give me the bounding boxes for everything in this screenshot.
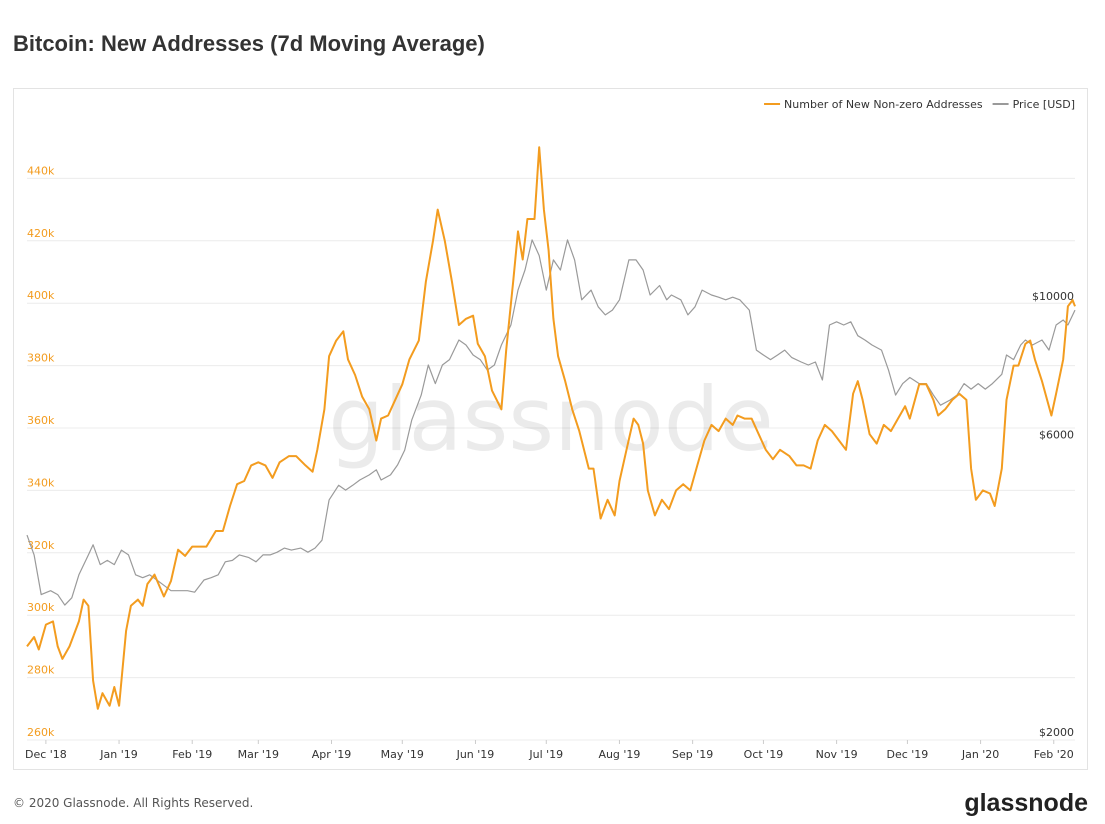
legend-label: Number of New Non-zero Addresses [784, 98, 983, 111]
x-tick-label: Dec '18 [25, 748, 67, 761]
x-tick-label: Feb '20 [1034, 748, 1074, 761]
x-tick-label: Dec '19 [887, 748, 929, 761]
x-tick-label: Jun '19 [456, 748, 495, 761]
chart-title: Bitcoin: New Addresses (7d Moving Averag… [13, 31, 485, 56]
x-tick-label: Nov '19 [816, 748, 858, 761]
y2-tick-label: $10000 [1032, 290, 1074, 303]
series-line [26, 239, 1076, 606]
y-tick-label: 400k [27, 289, 55, 302]
legend-label: Price [USD] [1013, 98, 1075, 111]
x-tick-label: Jan '20 [961, 748, 999, 761]
y-tick-label: 320k [27, 539, 55, 552]
y-tick-label: 420k [27, 227, 55, 240]
y-tick-label: 280k [27, 664, 55, 677]
x-tick-label: May '19 [381, 748, 424, 761]
chart-frame [13, 88, 1088, 770]
x-tick-label: Mar '19 [238, 748, 279, 761]
logo: glassnode [964, 789, 1088, 817]
x-tick-label: Jul '19 [528, 748, 563, 761]
y-tick-label: 360k [27, 414, 55, 427]
y-tick-label: 340k [27, 476, 55, 489]
series-line [26, 146, 1076, 710]
footer: © 2020 Glassnode. All Rights Reserved. [13, 796, 253, 810]
y2-tick-label: $2000 [1039, 726, 1074, 739]
y-tick-label: 380k [27, 352, 55, 365]
y-tick-label: 260k [27, 726, 55, 739]
x-tick-label: Sep '19 [672, 748, 713, 761]
y-tick-label: 440k [27, 164, 55, 177]
x-tick-label: Oct '19 [744, 748, 784, 761]
y2-tick-label: $6000 [1039, 428, 1074, 441]
watermark: glassnode [328, 368, 774, 471]
x-tick-label: Feb '19 [172, 748, 212, 761]
y-tick-label: 300k [27, 601, 55, 614]
x-tick-label: Jan '19 [99, 748, 137, 761]
x-tick-label: Aug '19 [598, 748, 640, 761]
x-tick-label: Apr '19 [312, 748, 352, 761]
